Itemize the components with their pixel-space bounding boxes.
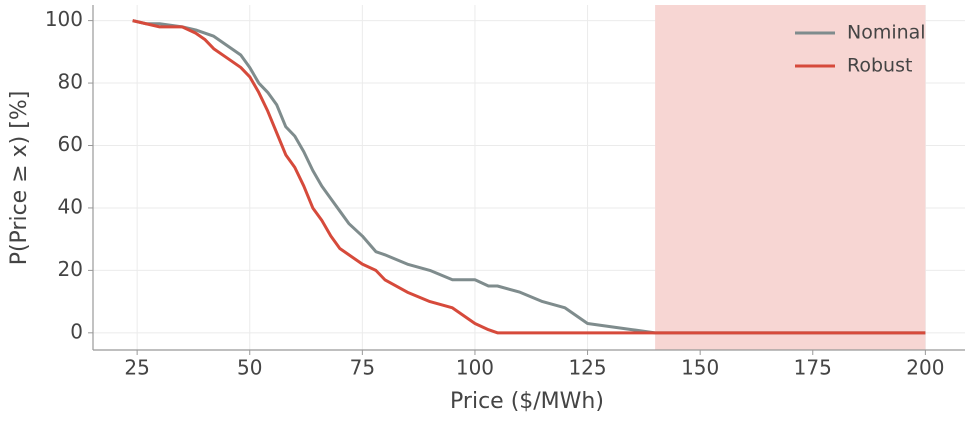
y-tick-label: 60 bbox=[58, 132, 83, 156]
data-line bbox=[132, 19, 926, 335]
y-axis-label: P(Price ≥ x) [%] bbox=[7, 91, 32, 266]
x-tick-label: 100 bbox=[456, 356, 494, 380]
legend-label: Robust bbox=[847, 55, 912, 77]
legend-label: Nominal bbox=[847, 22, 926, 44]
x-tick-label: 175 bbox=[794, 356, 832, 380]
x-tick-label: 75 bbox=[350, 356, 375, 380]
x-tick-label: 150 bbox=[681, 356, 719, 380]
y-tick-label: 20 bbox=[58, 257, 83, 281]
x-axis-label: Price ($/MWh) bbox=[450, 389, 604, 414]
y-tick-label: 0 bbox=[70, 319, 83, 343]
x-tick-label: 125 bbox=[568, 356, 606, 380]
y-tick-label: 80 bbox=[58, 70, 83, 94]
data-line bbox=[132, 19, 926, 335]
x-tick-label: 25 bbox=[124, 356, 149, 380]
x-tick-label: 200 bbox=[906, 356, 944, 380]
shaded-region bbox=[655, 5, 926, 350]
y-tick-label: 100 bbox=[45, 7, 83, 31]
y-tick-label: 40 bbox=[58, 194, 83, 218]
x-tick-label: 50 bbox=[237, 356, 262, 380]
